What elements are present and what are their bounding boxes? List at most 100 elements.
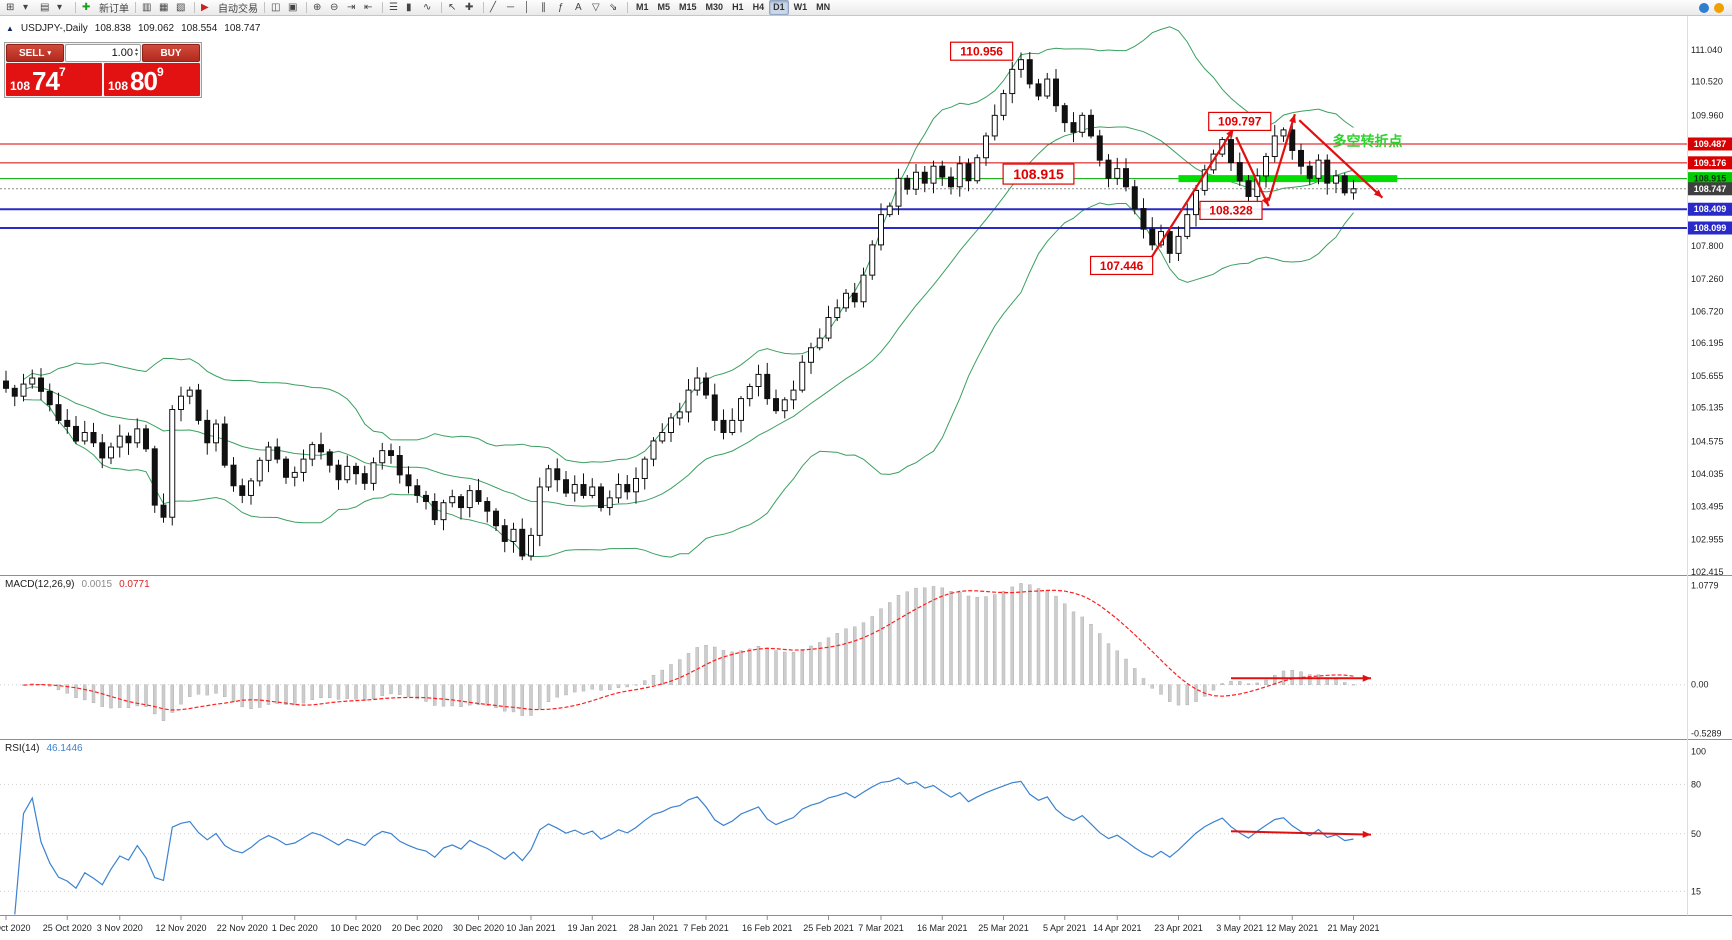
macd-arrow[interactable]	[1231, 674, 1371, 682]
new-order-icon[interactable]: ✚	[80, 1, 96, 15]
rsi-indicator-label: RSI(14) 46.1446	[5, 743, 83, 754]
horizontal-line-icon[interactable]: ─	[505, 1, 521, 15]
fibonacci-icon[interactable]: ƒ	[556, 1, 572, 15]
cursor-icon[interactable]: ↖	[446, 1, 462, 15]
autotrading-button[interactable]: 自动交易	[216, 1, 260, 15]
sell-price-pips: 74	[32, 66, 60, 96]
toolbar-separator	[75, 2, 76, 13]
date-label: 25 Mar 2021	[978, 923, 1029, 933]
date-label: 30 Dec 2020	[453, 923, 504, 933]
price-annotation[interactable]: 110.956	[949, 41, 1014, 61]
chart-shift-icon[interactable]: ⇤	[362, 1, 378, 15]
auto-scroll-icon[interactable]: ⇥	[345, 1, 361, 15]
one-click-trading-panel: SELL ▾ 1.00 ▴ ▾ BUY 108 74 7 108 80 9	[4, 42, 202, 98]
navigator-icon[interactable]: ▧	[174, 1, 190, 15]
timeframe-m15-button[interactable]: M15	[679, 2, 697, 12]
rsi-arrow[interactable]	[1230, 830, 1372, 838]
timeframe-d1-button[interactable]: D1	[769, 0, 789, 15]
date-label: 10 Dec 2020	[330, 923, 381, 933]
timeframe-h1-button[interactable]: H1	[732, 2, 744, 12]
text-tool-icon[interactable]: A	[573, 1, 589, 15]
crosshair-icon[interactable]: ✚	[463, 1, 479, 15]
chart-window[interactable]: 110.956 109.797 108.915 108.328 107.446 多空转折点…	[0, 16, 1732, 940]
price-axis-tick: 103.495	[1691, 502, 1724, 512]
price-axis-marker: 108.747	[1688, 182, 1732, 196]
shapes-icon[interactable]: ▽	[590, 1, 606, 15]
buy-button[interactable]: BUY	[142, 44, 200, 62]
volume-up-icon[interactable]: ▴	[134, 47, 138, 53]
macd-name: MACD(12,26,9)	[5, 579, 75, 590]
new-order-button[interactable]: 新订单	[97, 1, 131, 15]
sell-button[interactable]: SELL ▾	[6, 44, 64, 62]
timeframe-m30-button[interactable]: M30	[705, 2, 724, 12]
bar-chart-icon-glyph: ☰	[389, 1, 398, 13]
price-annotation[interactable]: 108.328	[1199, 200, 1263, 220]
chart-canvas[interactable]: 110.956 109.797 108.915 108.328 107.446 多空转折点…	[0, 16, 1732, 940]
price-axis-tick: 106.195	[1691, 338, 1724, 348]
line-chart-icon[interactable]: ∿	[421, 1, 437, 15]
vertical-line-icon[interactable]: │	[522, 1, 538, 15]
ohlc-high: 109.062	[137, 23, 175, 34]
cascade-windows-icon[interactable]: ▣	[286, 1, 302, 15]
timeframe-m5-button[interactable]: M5	[657, 2, 671, 12]
new-order-button-label: 新订单	[99, 4, 129, 15]
autotrading-icon-glyph: ▶	[201, 1, 209, 13]
price-axis[interactable]: 111.040 110.520 109.960 107.800 107.260 106.7…	[1688, 45, 1732, 896]
trend-arrow[interactable]	[1298, 119, 1384, 199]
trend-arrow[interactable]	[1267, 113, 1296, 202]
profiles-icon[interactable]: ▤	[38, 1, 54, 15]
bar-chart-icon[interactable]: ☰	[387, 1, 403, 15]
volume-down-icon[interactable]: ▾	[134, 52, 138, 58]
timeframe-h4-button[interactable]: H4	[752, 2, 765, 12]
line-chart-icon-glyph: ∿	[423, 1, 432, 13]
trend-arrow[interactable]	[1146, 128, 1235, 264]
macd-main-value: 0.0015	[81, 579, 113, 590]
buy-button-label: BUY	[160, 47, 182, 59]
date-label: 10 Jan 2021	[506, 923, 556, 933]
new-chart-icon[interactable]: ⊞	[4, 1, 20, 15]
volume-steppers: ▴ ▾	[134, 47, 138, 58]
profiles-caret-icon[interactable]: ▾	[55, 1, 71, 15]
date-label: 16 Feb 2021	[742, 923, 793, 933]
timeframe-m1-button[interactable]: M1	[636, 2, 649, 12]
profiles-caret-icon-glyph: ▾	[57, 1, 63, 13]
buy-price-pips: 80	[130, 66, 158, 96]
price-axis-tick: 106.720	[1691, 306, 1724, 316]
price-axis-tick: 110.520	[1691, 76, 1723, 86]
new-chart-icon-glyph: ⊞	[6, 1, 15, 13]
svg-text:108.328: 108.328	[1209, 204, 1253, 218]
price-annotation[interactable]: 107.446	[1089, 255, 1154, 276]
chart-text-annotation[interactable]: 多空转折点	[1333, 133, 1403, 149]
rsi-pane[interactable]	[0, 777, 1687, 915]
macd-signal-value: 0.0771	[119, 579, 150, 590]
autotrading-icon[interactable]: ▶	[199, 1, 215, 15]
chart-symbol-icon: ▲	[6, 24, 14, 33]
macd-axis-tick: -0.5289	[1691, 728, 1722, 738]
trendline-icon[interactable]: ╱	[488, 1, 504, 15]
zoom-out-icon[interactable]: ⊖	[328, 1, 344, 15]
candlestick-chart-icon[interactable]: ▮	[404, 1, 420, 15]
community-icon[interactable]	[1699, 2, 1709, 13]
alert-icon[interactable]	[1714, 2, 1724, 13]
buy-price-display[interactable]: 108 80 9	[104, 63, 200, 96]
volume-field[interactable]: 1.00 ▴ ▾	[65, 44, 141, 62]
price-annotation[interactable]: 108.915	[1002, 163, 1075, 185]
symbol-name: USDJPY-,Daily	[20, 23, 88, 34]
tile-windows-icon[interactable]: ◫	[269, 1, 285, 15]
data-window-icon[interactable]: ▦	[157, 1, 173, 15]
support-zone-bar[interactable]	[1178, 175, 1398, 183]
time-axis[interactable]: 15 Oct 2020 25 Oct 2020 3 Nov 2020 12 Nov 2…	[0, 916, 1380, 933]
rsi-axis-tick: 80	[1691, 779, 1701, 789]
zoom-in-icon[interactable]: ⊕	[311, 1, 327, 15]
arrows-tool-icon[interactable]: ⇘	[607, 1, 623, 15]
market-watch-icon[interactable]: ▥	[140, 1, 156, 15]
price-annotation[interactable]: 109.797	[1208, 111, 1272, 132]
channel-icon[interactable]: ∥	[539, 1, 555, 15]
timeframe-mn-button[interactable]: MN	[816, 2, 831, 12]
timeframe-w1-button[interactable]: W1	[793, 2, 808, 12]
sell-price-display[interactable]: 108 74 7	[6, 63, 102, 96]
macd-pane[interactable]	[0, 583, 1687, 721]
trend-arrow[interactable]	[1235, 136, 1270, 207]
price-pane[interactable]: 110.956 109.797 108.915 108.328 107.446 多空转折点	[0, 26, 1687, 561]
new-chart-caret-icon[interactable]: ▾	[21, 1, 37, 15]
